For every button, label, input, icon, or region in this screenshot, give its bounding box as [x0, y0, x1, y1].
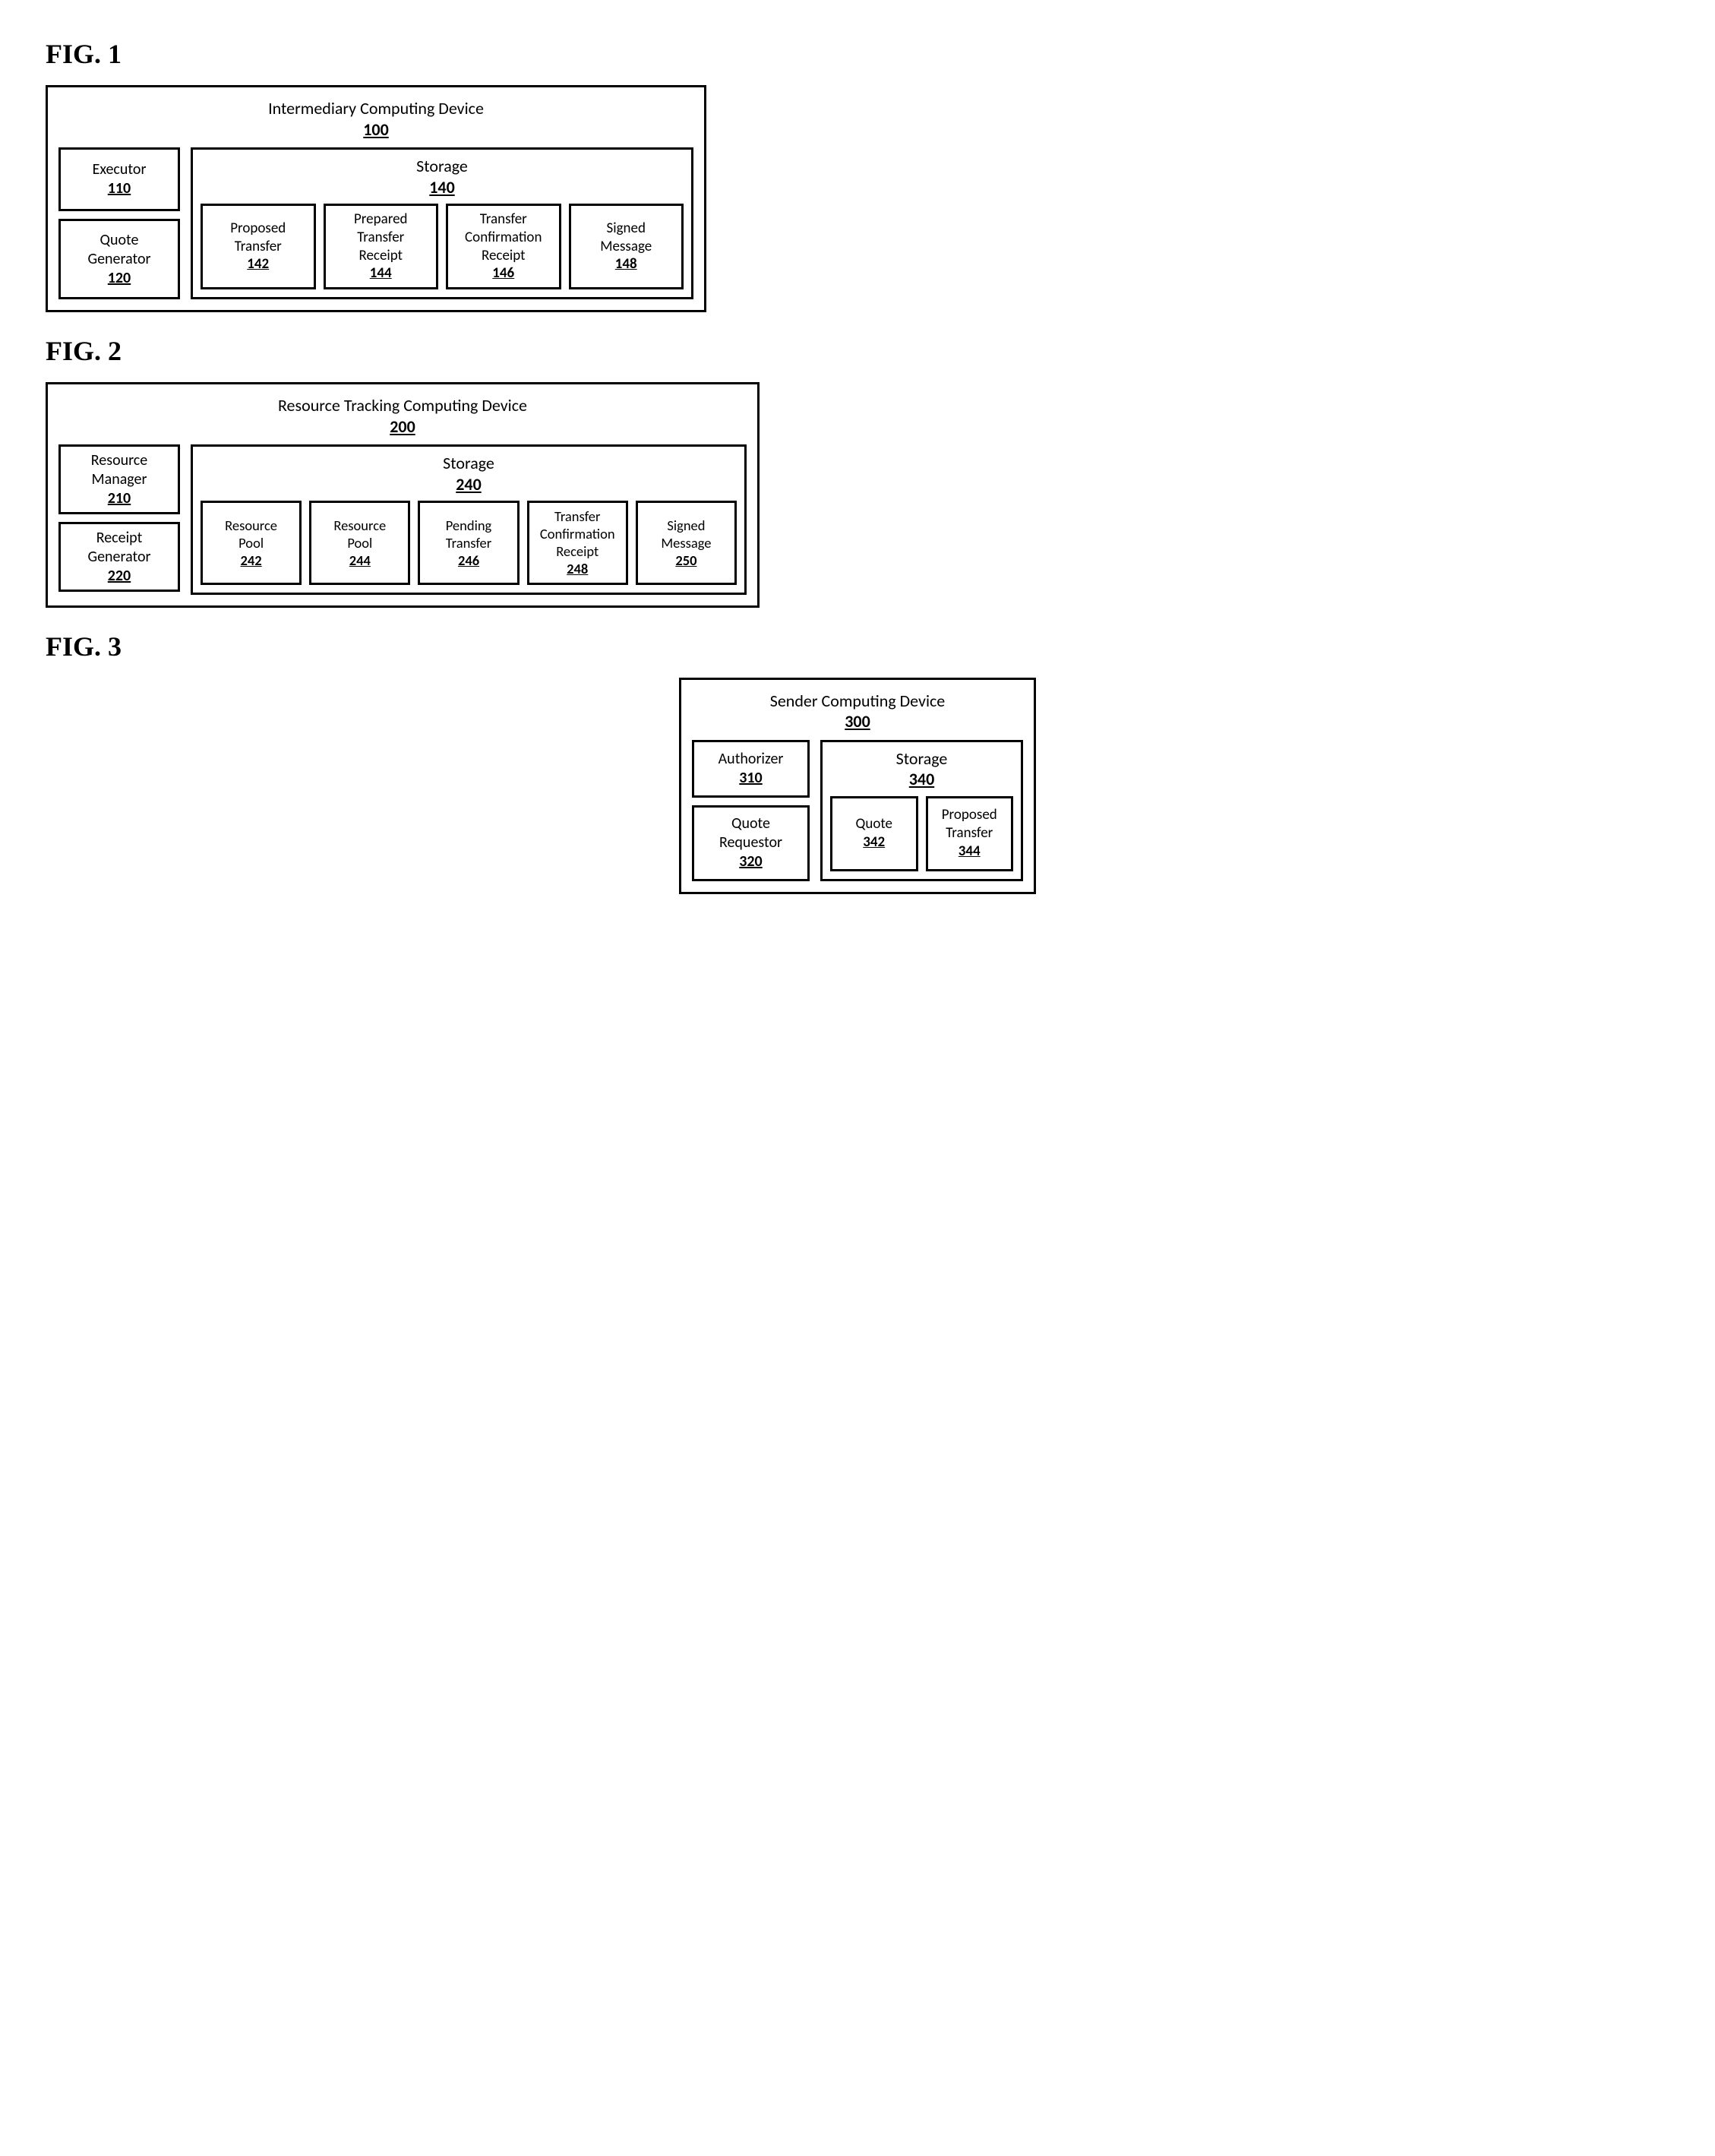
- storage-title-text: Storage: [443, 453, 494, 473]
- component-ref: 220: [65, 567, 173, 586]
- fig2-storage-title: Storage 240: [201, 453, 737, 495]
- item-label: Quote: [835, 815, 913, 833]
- storage-title-ref: 140: [429, 177, 454, 198]
- fig1-storage-row: ProposedTransfer 142 PreparedTransferRec…: [201, 204, 684, 289]
- fig2-title-ref: 200: [390, 416, 415, 437]
- pending-transfer-box: PendingTransfer 246: [418, 501, 519, 585]
- figure-3-label: FIG. 3: [46, 631, 1669, 662]
- transfer-confirmation-receipt-box: TransferConfirmationReceipt 146: [446, 204, 561, 289]
- executor-box: Executor 110: [58, 147, 180, 211]
- item-label: ResourcePool: [206, 517, 296, 552]
- authorizer-box: Authorizer 310: [692, 740, 810, 798]
- fig2-storage-box: Storage 240 ResourcePool 242 ResourcePoo…: [191, 444, 747, 595]
- proposed-transfer-344-box: ProposedTransfer 344: [926, 796, 1014, 871]
- fig1-intermediary-device-box: Intermediary Computing Device 100 Execut…: [46, 85, 706, 312]
- signed-message-250-box: SignedMessage 250: [636, 501, 737, 585]
- fig3-left-column: Authorizer 310 QuoteRequestor 320: [692, 740, 810, 881]
- fig3-title-ref: 300: [845, 711, 870, 732]
- item-ref: 248: [532, 560, 623, 577]
- fig1-title-text: Intermediary Computing Device: [268, 98, 484, 119]
- quote-generator-box: QuoteGenerator 120: [58, 219, 180, 299]
- transfer-confirmation-receipt-248-box: TransferConfirmationReceipt 248: [527, 501, 628, 585]
- component-ref: 110: [65, 179, 173, 198]
- fig2-body-row: ResourceManager 210 ReceiptGenerator 220…: [58, 444, 747, 595]
- fig1-storage-title: Storage 140: [201, 156, 684, 198]
- component-ref: 320: [699, 852, 803, 871]
- component-label: ReceiptGenerator: [65, 529, 173, 567]
- quote-requestor-box: QuoteRequestor 320: [692, 805, 810, 881]
- component-label: Authorizer: [699, 750, 803, 769]
- item-label: ProposedTransfer: [206, 220, 311, 256]
- item-label: TransferConfirmationReceipt: [451, 210, 556, 264]
- fig1-title: Intermediary Computing Device 100: [58, 98, 693, 140]
- fig3-title-text: Sender Computing Device: [770, 691, 946, 711]
- receipt-generator-box: ReceiptGenerator 220: [58, 522, 180, 592]
- fig2-storage-row: ResourcePool 242 ResourcePool 244 Pendin…: [201, 501, 737, 585]
- item-label: SignedMessage: [574, 220, 679, 256]
- item-ref: 148: [574, 255, 679, 273]
- resource-pool-244-box: ResourcePool 244: [309, 501, 410, 585]
- component-ref: 210: [65, 489, 173, 508]
- fig3-storage-title: Storage 340: [830, 748, 1013, 790]
- fig2-left-column: ResourceManager 210 ReceiptGenerator 220: [58, 444, 180, 595]
- item-ref: 342: [835, 833, 913, 852]
- storage-title-ref: 240: [456, 474, 481, 495]
- fig3-sender-device-box: Sender Computing Device 300 Authorizer 3…: [679, 678, 1036, 894]
- resource-manager-box: ResourceManager 210: [58, 444, 180, 514]
- item-label: SignedMessage: [641, 517, 731, 552]
- fig2-title: Resource Tracking Computing Device 200: [58, 395, 747, 437]
- fig1-body-row: Executor 110 QuoteGenerator 120 Storage …: [58, 147, 693, 299]
- component-ref: 310: [699, 769, 803, 788]
- fig3-wrapper: Sender Computing Device 300 Authorizer 3…: [46, 678, 1669, 894]
- item-ref: 250: [641, 552, 731, 569]
- resource-pool-242-box: ResourcePool 242: [201, 501, 302, 585]
- quote-342-box: Quote 342: [830, 796, 918, 871]
- item-ref: 344: [931, 842, 1009, 861]
- item-ref: 142: [206, 255, 311, 273]
- item-label: ProposedTransfer: [931, 806, 1009, 842]
- storage-title-text: Storage: [896, 748, 948, 769]
- item-label: PendingTransfer: [423, 517, 513, 552]
- item-ref: 146: [451, 264, 556, 283]
- fig2-resource-tracking-device-box: Resource Tracking Computing Device 200 R…: [46, 382, 760, 608]
- component-label: QuoteGenerator: [65, 231, 173, 269]
- item-ref: 244: [314, 552, 405, 569]
- item-label: PreparedTransferReceipt: [329, 210, 434, 264]
- fig1-storage-box: Storage 140 ProposedTransfer 142 Prepare…: [191, 147, 693, 299]
- fig3-storage-row: Quote 342 ProposedTransfer 344: [830, 796, 1013, 871]
- signed-message-box: SignedMessage 148: [569, 204, 684, 289]
- fig3-body-row: Authorizer 310 QuoteRequestor 320 Storag…: [692, 740, 1023, 881]
- fig1-left-column: Executor 110 QuoteGenerator 120: [58, 147, 180, 299]
- storage-title-text: Storage: [416, 156, 468, 176]
- fig3-storage-box: Storage 340 Quote 342 ProposedTransfer 3…: [820, 740, 1023, 881]
- figure-2-label: FIG. 2: [46, 335, 1669, 367]
- fig2-title-text: Resource Tracking Computing Device: [278, 395, 527, 416]
- item-label: ResourcePool: [314, 517, 405, 552]
- item-ref: 242: [206, 552, 296, 569]
- fig1-title-ref: 100: [363, 119, 388, 140]
- component-label: ResourceManager: [65, 451, 173, 489]
- proposed-transfer-box: ProposedTransfer 142: [201, 204, 316, 289]
- fig3-title: Sender Computing Device 300: [692, 691, 1023, 732]
- item-ref: 144: [329, 264, 434, 283]
- component-label: QuoteRequestor: [699, 814, 803, 852]
- storage-title-ref: 340: [909, 769, 934, 789]
- component-label: Executor: [65, 160, 173, 179]
- item-ref: 246: [423, 552, 513, 569]
- prepared-transfer-receipt-box: PreparedTransferReceipt 144: [324, 204, 439, 289]
- component-ref: 120: [65, 269, 173, 288]
- figure-1-label: FIG. 1: [46, 38, 1669, 70]
- item-label: TransferConfirmationReceipt: [532, 507, 623, 560]
